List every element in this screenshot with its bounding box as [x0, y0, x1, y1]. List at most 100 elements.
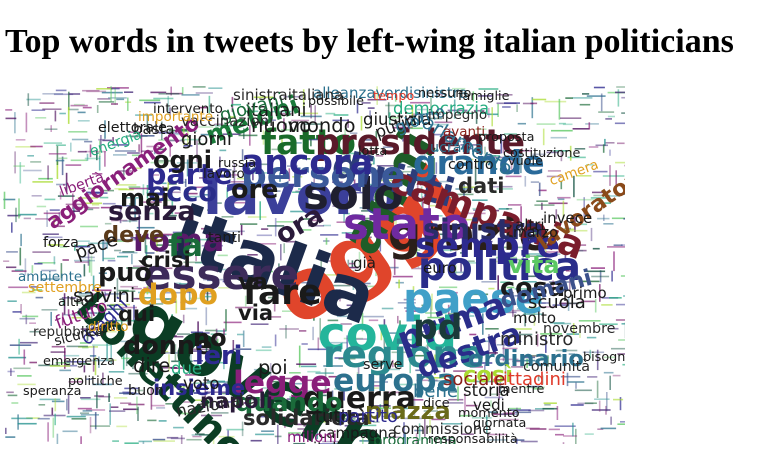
texture-mark — [218, 435, 235, 438]
texture-mark — [345, 419, 353, 422]
texture-mark — [609, 165, 611, 186]
texture-mark — [17, 375, 32, 377]
texture-mark — [520, 151, 522, 174]
texture-mark — [64, 347, 66, 369]
word-96: comunità — [523, 359, 590, 375]
texture-mark — [30, 145, 43, 148]
texture-mark — [18, 198, 20, 219]
texture-mark — [502, 340, 505, 362]
texture-mark — [338, 357, 356, 360]
texture-mark — [224, 386, 240, 388]
word-131: lotta — [358, 144, 388, 159]
texture-mark — [23, 217, 31, 220]
texture-mark — [102, 372, 104, 386]
texture-mark — [64, 364, 78, 367]
texture-mark — [94, 357, 97, 376]
texture-mark — [55, 89, 67, 92]
texture-mark — [307, 191, 309, 208]
texture-mark — [498, 362, 510, 365]
texture-mark — [313, 312, 315, 321]
texture-mark — [490, 299, 492, 312]
texture-mark — [104, 120, 106, 139]
texture-mark — [56, 433, 59, 444]
texture-mark — [367, 107, 375, 109]
texture-mark — [7, 214, 21, 217]
texture-mark — [205, 346, 208, 366]
texture-mark — [29, 322, 36, 324]
texture-mark — [66, 361, 87, 363]
texture-mark — [361, 102, 371, 104]
texture-mark — [436, 180, 450, 183]
texture-mark — [197, 321, 199, 333]
texture-mark — [191, 348, 212, 351]
texture-mark — [206, 286, 209, 305]
texture-mark — [615, 170, 617, 189]
texture-mark — [315, 394, 327, 397]
texture-mark — [295, 190, 314, 193]
texture-mark — [73, 103, 85, 106]
texture-mark — [375, 263, 377, 277]
texture-mark — [506, 208, 513, 210]
texture-mark — [122, 391, 131, 394]
texture-mark — [98, 356, 100, 368]
texture-mark — [335, 187, 350, 190]
texture-mark — [76, 312, 98, 314]
texture-mark — [454, 349, 468, 351]
word-47: vita — [508, 251, 560, 279]
texture-mark — [472, 199, 488, 201]
texture-mark — [57, 195, 75, 197]
texture-mark — [86, 191, 101, 194]
texture-mark — [538, 189, 547, 192]
texture-mark — [232, 348, 252, 350]
texture-mark — [544, 100, 567, 103]
texture-mark — [65, 172, 68, 193]
texture-mark — [521, 356, 536, 359]
texture-mark — [98, 325, 113, 328]
texture-mark — [514, 295, 522, 297]
texture-mark — [394, 93, 397, 102]
texture-mark — [301, 343, 308, 345]
texture-mark — [538, 182, 541, 196]
texture-mark — [382, 177, 385, 190]
texture-mark — [17, 383, 36, 386]
word-56: napoli — [200, 389, 273, 413]
texture-mark — [319, 138, 328, 140]
texture-mark — [387, 436, 401, 438]
texture-mark — [355, 160, 358, 175]
texture-mark — [178, 398, 188, 400]
texture-mark — [86, 378, 93, 380]
word-85: giustizia — [363, 110, 432, 129]
texture-mark — [543, 402, 557, 404]
word-22: grande — [413, 143, 545, 182]
texture-mark — [172, 231, 189, 234]
texture-mark — [174, 212, 184, 214]
texture-mark — [422, 174, 432, 176]
texture-mark — [391, 116, 399, 119]
texture-mark — [518, 155, 520, 170]
texture-mark — [215, 125, 234, 127]
texture-mark — [554, 355, 562, 357]
texture-mark — [14, 151, 16, 174]
texture-mark — [138, 144, 140, 152]
texture-mark — [343, 391, 345, 401]
texture-mark — [379, 412, 395, 415]
texture-mark — [496, 344, 508, 346]
texture-mark — [126, 135, 148, 137]
texture-mark — [269, 363, 272, 377]
texture-mark — [466, 296, 469, 319]
texture-mark — [469, 333, 477, 336]
texture-mark — [522, 102, 534, 105]
word-103: altri — [515, 216, 545, 234]
texture-mark — [178, 283, 188, 285]
texture-mark — [104, 222, 112, 225]
texture-mark — [429, 414, 431, 433]
texture-mark — [218, 287, 235, 289]
texture-mark — [235, 306, 254, 309]
texture-mark — [379, 404, 382, 416]
texture-mark — [320, 172, 322, 181]
texture-mark — [466, 147, 473, 150]
texture-mark — [222, 280, 231, 283]
texture-mark — [373, 407, 391, 409]
texture-mark — [524, 253, 544, 255]
texture-mark — [113, 397, 128, 399]
